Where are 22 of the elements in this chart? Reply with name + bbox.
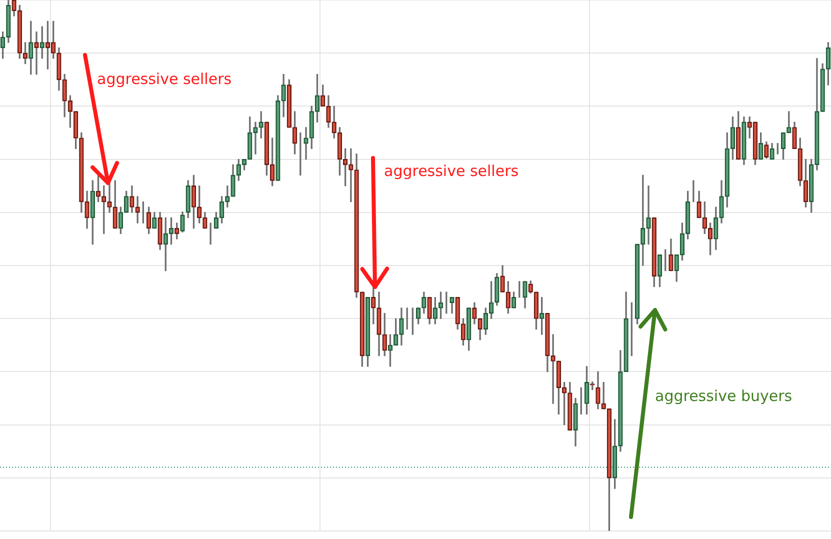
annotation: aggressive buyers xyxy=(655,387,792,405)
candlestick xyxy=(534,292,539,330)
annotation: aggressive sellers xyxy=(97,70,232,88)
candlestick xyxy=(584,366,590,415)
candlestick xyxy=(73,111,78,150)
candlestick xyxy=(96,174,101,202)
candlestick xyxy=(758,132,764,160)
candlestick xyxy=(365,297,370,367)
candlestick xyxy=(118,206,124,234)
candlestick xyxy=(657,254,662,288)
candlestick xyxy=(22,42,28,64)
candlestick xyxy=(314,74,320,122)
candlestick xyxy=(438,292,444,319)
candlestick xyxy=(191,174,196,229)
candlestick xyxy=(292,111,298,154)
candlestick xyxy=(826,42,831,86)
candlestick xyxy=(146,206,152,234)
candlestick xyxy=(460,318,466,346)
candlestick xyxy=(511,292,516,308)
annotation: aggressive sellers xyxy=(384,162,519,180)
candlestick xyxy=(416,308,421,324)
candlestick xyxy=(803,158,808,208)
